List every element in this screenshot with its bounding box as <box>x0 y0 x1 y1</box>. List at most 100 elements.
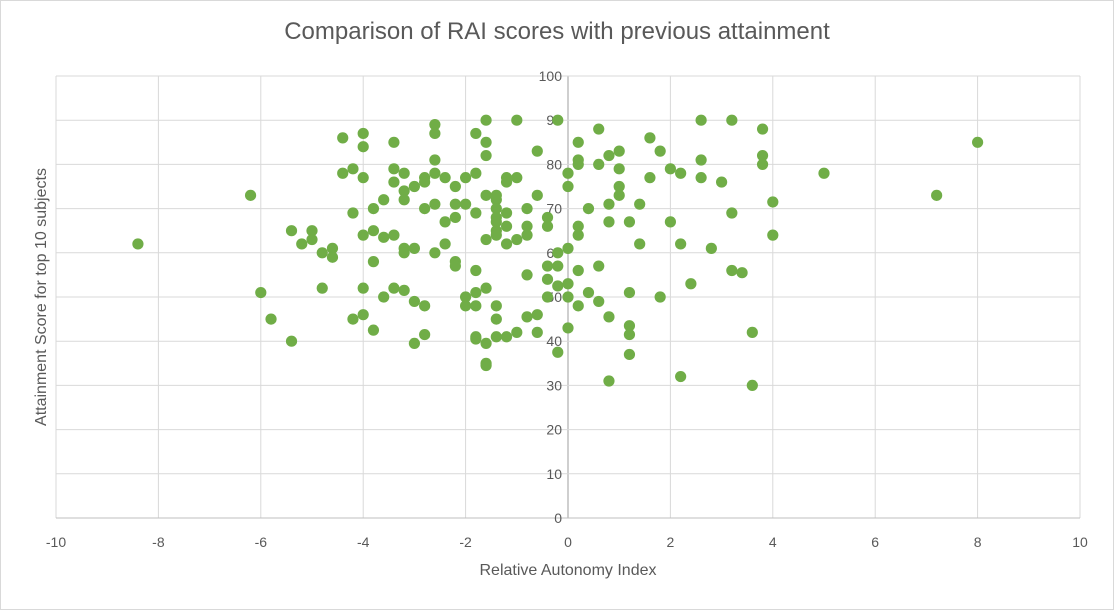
data-point <box>449 211 461 224</box>
data-point <box>490 203 502 215</box>
data-point <box>552 114 564 126</box>
data-point <box>521 203 533 215</box>
data-point <box>449 260 461 272</box>
data-point <box>480 136 492 148</box>
data-point <box>316 282 328 294</box>
data-point <box>429 167 441 179</box>
data-point <box>582 286 595 299</box>
data-point <box>541 273 554 285</box>
data-point <box>367 225 380 237</box>
data-point <box>480 114 492 126</box>
data-point <box>531 189 543 201</box>
data-point <box>244 189 257 201</box>
data-point <box>398 247 410 259</box>
data-point <box>449 198 461 210</box>
data-point <box>255 286 267 299</box>
x-tick-label: 8 <box>974 534 982 550</box>
data-point <box>634 198 646 210</box>
x-tick-label: -8 <box>152 534 165 550</box>
data-point <box>480 189 492 201</box>
x-tick-label: 2 <box>667 534 675 550</box>
data-point <box>695 114 707 126</box>
data-point <box>603 198 615 210</box>
data-point <box>603 311 615 323</box>
data-point <box>500 238 513 250</box>
data-point <box>562 242 574 254</box>
data-point <box>593 158 605 170</box>
data-point <box>429 247 441 259</box>
data-point <box>552 346 564 358</box>
data-point <box>326 251 339 263</box>
data-point <box>746 379 758 391</box>
data-point <box>480 233 492 246</box>
data-point <box>675 238 687 250</box>
data-point <box>439 172 451 184</box>
data-point <box>470 300 482 312</box>
data-point <box>972 136 984 148</box>
y-tick-label: 0 <box>554 510 562 526</box>
data-point <box>603 375 615 387</box>
data-point <box>367 324 380 336</box>
data-point <box>767 229 779 241</box>
data-point <box>470 286 482 299</box>
data-point <box>419 300 431 312</box>
data-point <box>654 145 666 157</box>
data-point <box>654 291 666 303</box>
data-point <box>398 185 410 197</box>
data-point <box>623 328 636 341</box>
data-point <box>644 132 656 144</box>
x-tick-label: -2 <box>459 534 472 550</box>
data-point <box>562 180 574 193</box>
data-point <box>419 176 431 188</box>
data-point <box>367 203 380 215</box>
data-point <box>470 127 482 140</box>
y-axis-label: Attainment Score for top 10 subjects <box>33 168 50 426</box>
data-point <box>726 207 738 219</box>
data-point <box>378 231 390 243</box>
data-point <box>531 309 543 321</box>
data-point <box>552 280 564 292</box>
data-point <box>306 233 318 246</box>
data-point <box>419 203 431 215</box>
data-point <box>460 291 472 303</box>
data-point <box>572 229 584 241</box>
data-point <box>623 320 636 332</box>
data-point <box>460 172 472 184</box>
data-point <box>388 136 400 148</box>
data-point <box>726 114 738 126</box>
data-point <box>388 163 400 175</box>
data-point <box>449 180 461 193</box>
data-point <box>593 260 605 272</box>
data-point <box>685 278 697 290</box>
data-point <box>521 269 533 281</box>
data-point <box>613 180 625 193</box>
y-tick-label: 20 <box>546 422 562 438</box>
data-point <box>265 313 277 325</box>
data-point <box>285 225 298 237</box>
data-point <box>326 242 339 254</box>
data-point <box>490 300 502 312</box>
data-point <box>541 260 554 272</box>
data-point <box>675 167 687 179</box>
data-point <box>562 167 574 179</box>
data-point <box>511 172 523 184</box>
data-point <box>357 229 369 241</box>
data-point <box>664 163 677 175</box>
data-point <box>408 337 420 350</box>
data-point <box>408 180 420 193</box>
data-point <box>470 333 482 345</box>
y-tick-label: 10 <box>546 466 562 482</box>
data-point <box>756 158 769 170</box>
data-point <box>388 176 400 188</box>
data-point <box>572 136 584 148</box>
data-point <box>511 114 523 126</box>
data-point <box>490 331 502 343</box>
x-tick-label: 4 <box>769 534 777 550</box>
data-point <box>716 176 728 188</box>
data-point <box>398 194 410 206</box>
data-point <box>931 189 943 201</box>
data-point <box>531 145 543 157</box>
data-point <box>623 286 636 299</box>
data-point <box>439 238 451 250</box>
data-point <box>388 282 400 294</box>
